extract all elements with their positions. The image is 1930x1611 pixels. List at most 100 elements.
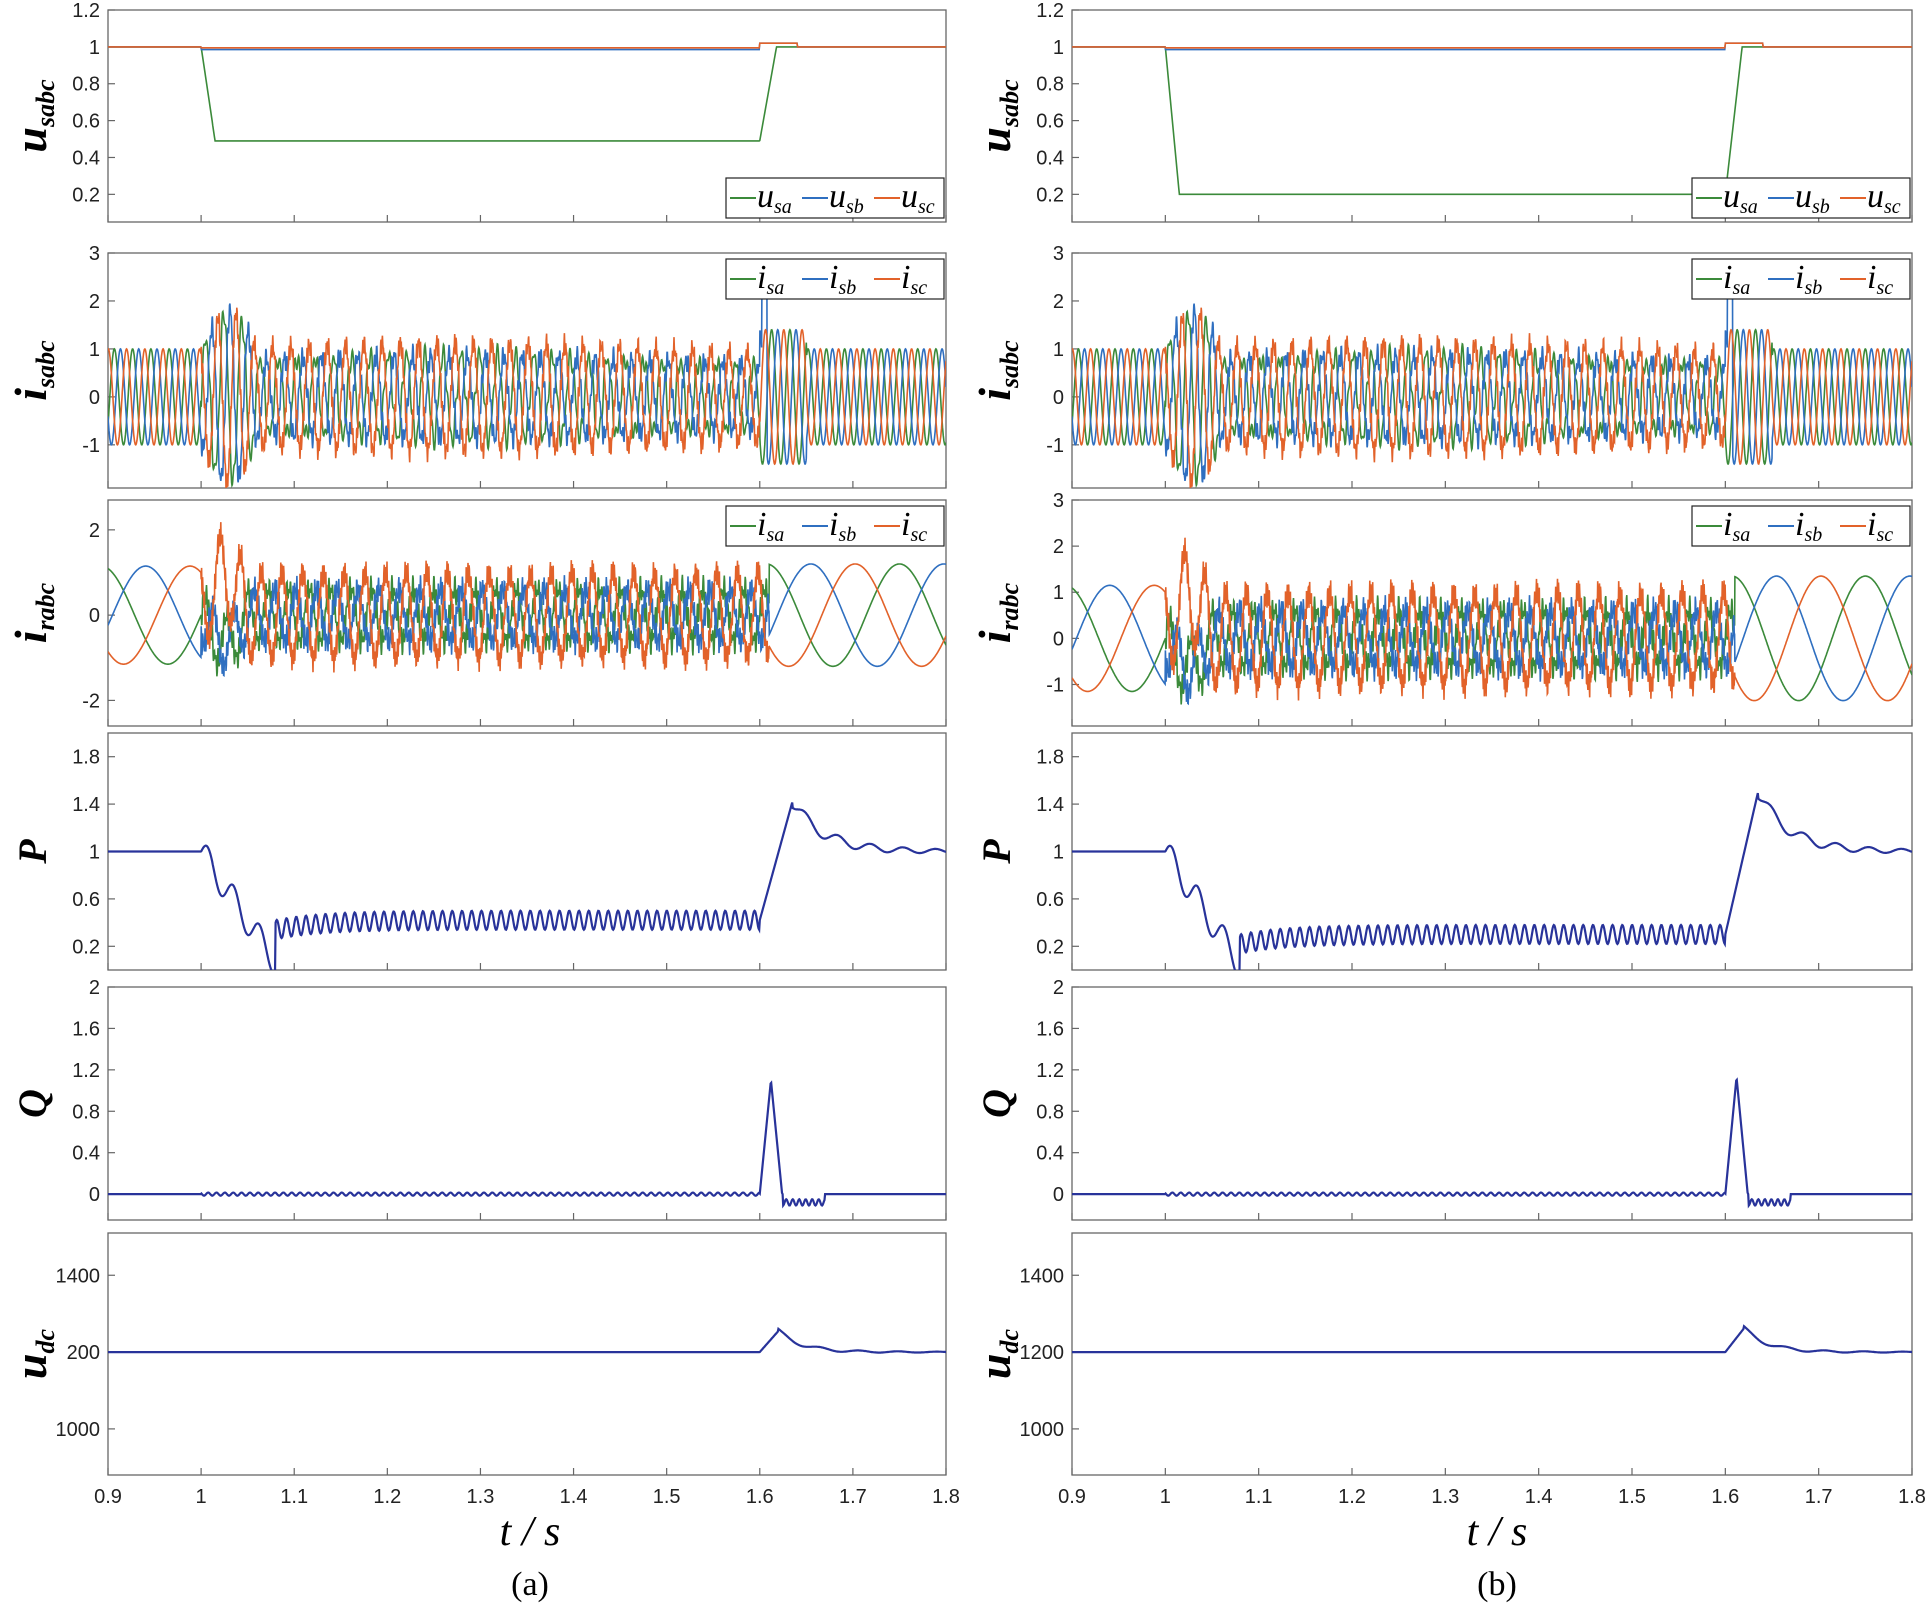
y-tick-label: 0.8 xyxy=(1036,74,1064,96)
chart-b-3: 0.2 0.6 1 1.4 1.8 P xyxy=(974,732,1913,971)
legend-label-sub: sb xyxy=(838,524,856,546)
plot-frame xyxy=(1071,986,1913,1221)
y-tick-label: 1.6 xyxy=(72,1018,100,1040)
series-c-line xyxy=(1072,42,1912,49)
legend-label-sub: sa xyxy=(1732,524,1750,546)
legend-label-main: u xyxy=(1795,178,1812,215)
legend-label-sub: sa xyxy=(766,524,784,546)
plot-frame xyxy=(107,732,947,971)
legend-label-sc: usc xyxy=(1867,178,1901,218)
x-tick-label: 1.4 xyxy=(560,1486,588,1508)
legend: isa isb isc xyxy=(725,505,945,547)
series-a-line xyxy=(1072,575,1912,705)
y-tick-label: 1 xyxy=(89,842,100,864)
y-tick-label: 200 xyxy=(67,1342,100,1364)
legend-box xyxy=(725,505,945,547)
y-tick-label: 1.2 xyxy=(72,1060,100,1082)
legend-label-sa: isa xyxy=(757,259,784,299)
y-tick-label: 0.8 xyxy=(72,74,100,96)
chart-b-4: 0 0.4 0.8 1.2 1.6 2 Q xyxy=(974,977,1913,1221)
y-tick-label: 1.2 xyxy=(1036,0,1064,22)
legend-label-sub: sc xyxy=(910,277,927,299)
legend-label-main: i xyxy=(829,259,838,296)
x-tick-label: 1 xyxy=(1160,1486,1171,1508)
legend-label-sb: isb xyxy=(829,506,856,546)
legend-label-main: u xyxy=(1867,178,1884,215)
y-tick-label: 0.4 xyxy=(1036,1143,1064,1165)
x-tick-label: 1 xyxy=(196,1486,207,1508)
legend-box xyxy=(1691,505,1911,547)
y-tick-label: 0.4 xyxy=(72,147,100,169)
legend-label-sub: sb xyxy=(1812,196,1830,218)
y-axis-label-sub: sabc xyxy=(995,340,1024,389)
x-tick-label: 1.8 xyxy=(1898,1486,1926,1508)
y-tick-label: 0 xyxy=(1053,387,1064,409)
y-axis-label-sub: sabc xyxy=(31,79,60,128)
y-tick-label: 1 xyxy=(89,37,100,59)
legend-label-sb: isb xyxy=(1795,506,1822,546)
x-tick-label: 1.5 xyxy=(653,1486,681,1508)
y-tick-label: 3 xyxy=(1053,243,1064,265)
y-axis-label-sub: dc xyxy=(995,1328,1024,1353)
y-tick-label: 1.8 xyxy=(1036,747,1064,769)
legend-label-main: i xyxy=(1723,506,1732,543)
legend-label-sub: sa xyxy=(1740,196,1758,218)
legend-label-sa: isa xyxy=(1723,506,1750,546)
y-axis-label: isabc xyxy=(5,340,60,401)
series-p-line xyxy=(1072,792,1912,970)
y-tick-label: 1000 xyxy=(56,1419,101,1441)
y-tick-label: 1.4 xyxy=(72,794,100,816)
y-tick-label: -1 xyxy=(82,435,100,457)
legend-label-sb: usb xyxy=(829,178,864,218)
legend-label-sub: sb xyxy=(838,277,856,299)
y-tick-label: 3 xyxy=(89,243,100,265)
y-tick-label: 1200 xyxy=(1020,1342,1065,1364)
y-axis-label-sub: rabc xyxy=(995,582,1024,630)
legend-label-main: i xyxy=(1795,259,1804,296)
y-tick-label: 0 xyxy=(1053,628,1064,650)
legend: isa isb isc xyxy=(1691,258,1911,300)
x-tick-label: 1.5 xyxy=(1618,1486,1646,1508)
chart-b-5: 1000 1200 1400 0.9 1 1.1 1.2 1.3 1.4 1.5 1.6 1.7 1.8… xyxy=(969,1232,1926,1508)
legend-label-sb: usb xyxy=(1795,178,1830,218)
chart-a-4: 0 0.4 0.8 1.2 1.6 2 Q xyxy=(10,977,947,1221)
x-axis-label-b: t / s xyxy=(1467,1509,1528,1555)
y-tick-label: 0 xyxy=(89,1184,100,1206)
series-c-line xyxy=(108,307,946,488)
y-tick-label: 0.2 xyxy=(72,936,100,958)
legend: isa isb isc xyxy=(1691,505,1911,547)
y-tick-label: -2 xyxy=(82,690,100,712)
series-u-line xyxy=(108,1326,946,1354)
legend-label-main: u xyxy=(829,178,846,215)
legend-label-main: u xyxy=(757,178,774,215)
plot-frame xyxy=(107,9,947,223)
y-tick-label: -1 xyxy=(1046,435,1064,457)
series-q-line xyxy=(108,1080,946,1209)
y-axis-label-main: u xyxy=(5,1353,56,1379)
y-tick-label: 1.2 xyxy=(1036,1060,1064,1082)
y-axis-label: udc xyxy=(969,1328,1024,1379)
x-tick-label: 1.8 xyxy=(932,1486,960,1508)
legend-label-main: u xyxy=(901,178,918,215)
y-axis-label-main: u xyxy=(969,127,1020,153)
legend-label-sa: isa xyxy=(757,506,784,546)
y-tick-label: 2 xyxy=(89,291,100,313)
x-tick-label: 1.3 xyxy=(467,1486,495,1508)
y-tick-label: 0.2 xyxy=(1036,184,1064,206)
legend-label-sub: sb xyxy=(846,196,864,218)
series-c-line xyxy=(1072,307,1912,488)
x-tick-label: 1.1 xyxy=(280,1486,308,1508)
y-tick-label: 0.6 xyxy=(1036,889,1064,911)
y-axis-label-main: P xyxy=(10,839,55,865)
caption-a: (a) xyxy=(511,1566,549,1603)
y-tick-label: 2 xyxy=(1053,536,1064,558)
legend-label-main: u xyxy=(1723,178,1740,215)
y-tick-label: 0.2 xyxy=(72,184,100,206)
y-tick-label: 1.6 xyxy=(1036,1018,1064,1040)
x-tick-label: 1.2 xyxy=(373,1486,401,1508)
plot-frame xyxy=(1071,9,1913,223)
legend-label-sa: isa xyxy=(1723,259,1750,299)
y-tick-label: 1400 xyxy=(56,1265,101,1287)
y-tick-label: 0.4 xyxy=(1036,147,1064,169)
